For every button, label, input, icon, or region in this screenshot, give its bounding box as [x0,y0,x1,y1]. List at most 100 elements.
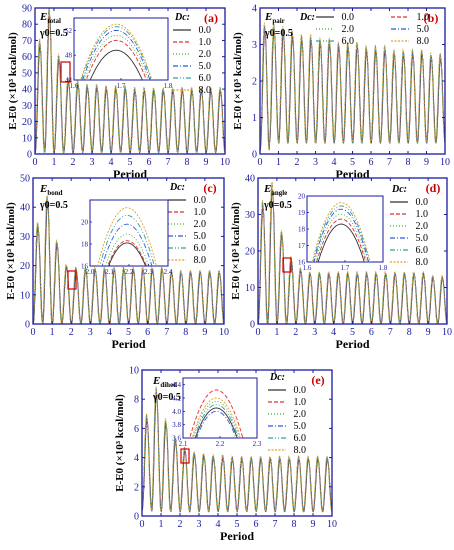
legend-title: Dc: [174,12,190,23]
zoom-highlight-box [60,61,71,83]
y-tick-label: 30 [20,232,30,243]
gamma-label: γ0=0.5 [263,200,292,211]
inset-series-line [80,26,152,80]
x-axis-title: Period [336,337,370,351]
x-tick-label: 4 [332,157,337,168]
y-tick-label: 0 [27,150,32,161]
y-tick-label: 0 [134,512,139,523]
y-tick-label: 0 [25,320,30,331]
inset-y-tick-label: 44 [65,77,73,85]
inset-x-tick-label: 2.0 [86,268,95,276]
x-tick-label: 6 [147,157,152,168]
x-tick-label: 7 [166,157,171,168]
gamma-label: γ0=0.5 [152,392,181,403]
x-tick-label: 10 [220,157,230,168]
panel-letter: (e) [311,373,324,387]
y-axis-title: E-E0 (×10³ kcal/mol) [5,202,17,300]
inset-y-tick-label: 4.0 [172,408,181,416]
x-tick-label: 5 [350,157,355,168]
chart-panel-e: 0 1 2 3 4 5 6 7 8 9 10 0 2 4 6 8 10 Period E-E0 (×10³ kcal… [114,366,337,544]
legend-label: 6.0 [416,245,429,256]
inset-y-tick-label: 4.2 [172,395,181,403]
legend-title: Dc: [269,372,285,383]
x-tick-label: 1 [159,519,164,530]
chart-panel-d: 0 1 2 3 4 5 6 7 8 9 10 0 10 20 30 40 Period E-E0 (×10³ kc… [230,174,452,352]
series-line-0.0 [260,29,445,151]
inset-y-tick-label: 3.8 [172,421,181,429]
inset-frame [73,17,169,81]
x-tick-label: 4 [107,327,112,338]
x-tick-label: 0 [33,157,38,168]
legend-title: Dc: [169,182,185,193]
inset-frame [89,199,169,267]
gamma-label: γ0=0.5 [39,28,68,39]
y-tick-label: 0 [250,320,255,331]
energy-label: Ebond [39,183,63,197]
series-lines [260,21,445,151]
x-tick-label: 5 [350,327,355,338]
y-axis-title: E-E0 (×10³ kcal/mol) [7,32,19,130]
x-tick-label: 2 [295,157,300,168]
legend-label: 8.0 [199,85,212,96]
x-tick-label: 9 [202,327,207,338]
inset-x-tick-label: 1.8 [164,82,173,90]
inset-x-tick-label: 2.4 [164,268,173,276]
inset-y-tick-label: 16 [81,263,89,271]
inset-x-tick-label: 1.6 [303,264,312,272]
inset-y-tick-label: 48 [65,52,73,60]
legend-label: 1.0 [199,37,212,48]
y-tick-label: 10 [20,290,30,301]
x-tick-label: 2 [178,519,183,530]
legend: Dc: 0.01.02.05.06.08.0 [168,182,206,266]
inset-y-tick-label: 19 [298,209,306,217]
legend-label: 5.0 [416,233,429,244]
legend-label: 2.0 [294,409,307,420]
legend-label: 2.0 [416,221,429,232]
inset-y-tick-label: 17 [298,242,306,250]
zoom-highlight-box [67,270,77,290]
inset-x-tick-label: 2.3 [144,268,153,276]
x-tick-label: 8 [407,327,412,338]
zoom-highlight-box [282,257,292,273]
y-tick-label: 2 [134,482,139,493]
series-line-8.0 [260,21,445,150]
legend: Dc: 0.01.02.05.06.08.0 [390,184,428,268]
x-tick-label: 9 [204,157,209,168]
inset-y-tick-label: 3.6 [172,435,181,443]
x-axis-title: Period [113,167,147,181]
y-tick-label: 20 [20,261,30,272]
x-tick-label: 1 [50,327,55,338]
x-tick-label: 6 [369,327,374,338]
x-tick-label: 10 [327,519,337,530]
legend: Dc: 0.01.02.05.06.08.0 [268,372,306,456]
x-tick-label: 8 [183,327,188,338]
x-tick-label: 8 [406,157,411,168]
x-tick-label: 3 [313,157,318,168]
y-tick-label: 4 [134,453,139,464]
x-tick-label: 0 [258,157,263,168]
x-tick-label: 8 [292,519,297,530]
x-tick-label: 9 [424,157,429,168]
y-tick-label: 10 [245,283,255,294]
legend-label: 8.0 [194,255,207,266]
inset-x-tick-label: 1.7 [341,264,350,272]
x-tick-label: 10 [442,327,452,338]
inset-x-tick-label: 2.1 [179,440,188,448]
x-tick-label: 10 [219,327,229,338]
inset-series-line [80,23,153,80]
inset-frame [182,377,258,439]
legend-label: 8.0 [416,257,429,268]
legend-label: 0.0 [199,25,212,36]
inset-y-tick-label: 52 [65,27,73,35]
x-tick-label: 6 [145,327,150,338]
legend-label: 0.0 [294,385,307,396]
y-tick-label: 6 [134,424,139,435]
inset-x-tick-label: 2.3 [253,440,262,448]
series-line-8.0 [142,386,332,513]
inset-series-line [89,49,143,80]
y-axis-title: E-E0 (×10³ kcal/mol) [232,32,244,130]
legend-label: 6.0 [199,73,212,84]
inset-lines [189,389,244,438]
inset-series-line [104,233,150,266]
inset-series-line [97,207,157,266]
